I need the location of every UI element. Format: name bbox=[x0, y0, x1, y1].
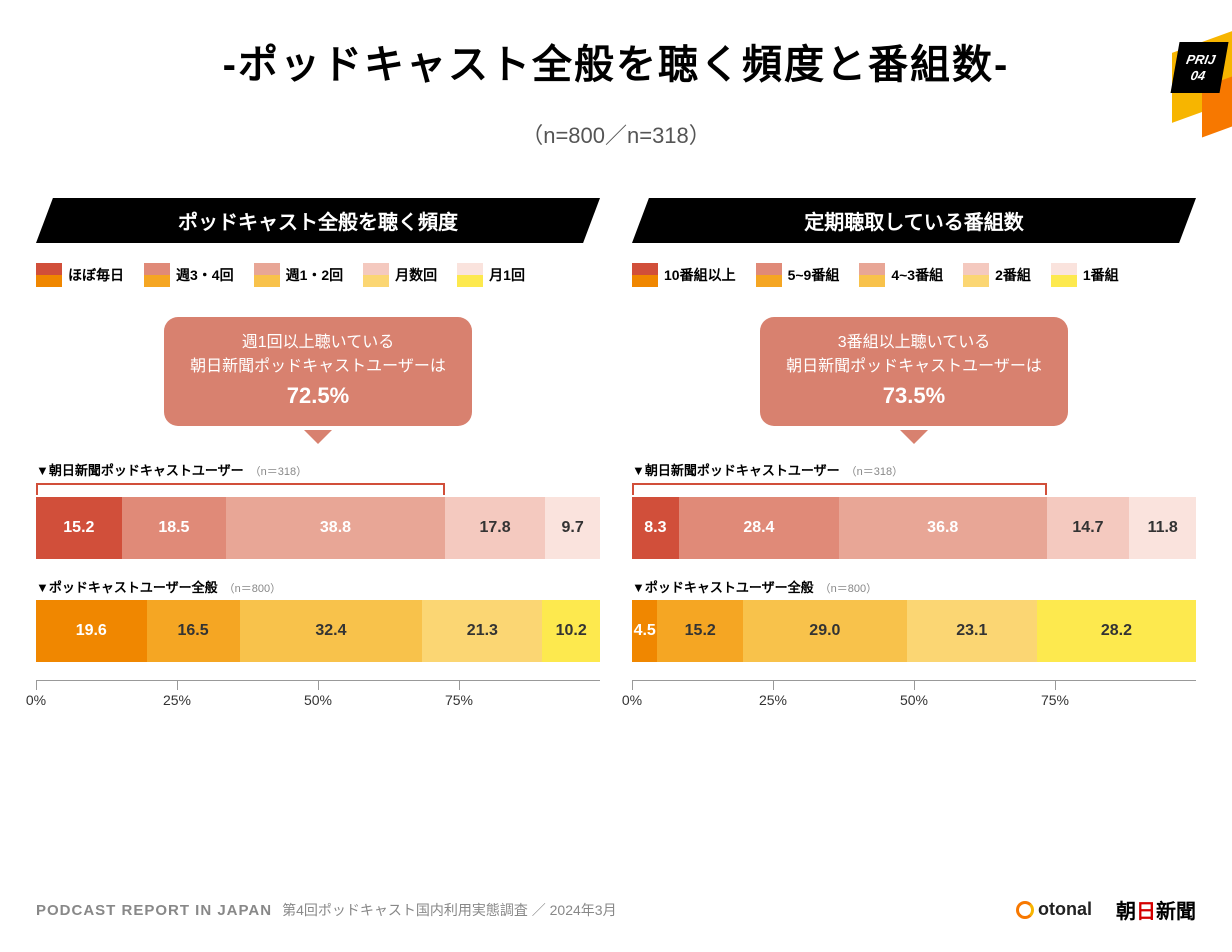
chart-left: ポッドキャスト全般を聴く頻度ほぼ毎日 週3・4回 週1・2回 月数回 月1回週1回以上聴… bbox=[36, 198, 600, 710]
bar-n: （n＝318） bbox=[250, 466, 307, 478]
bar-segment: 16.5 bbox=[147, 600, 240, 662]
subtitle: （n=800／n=318） bbox=[0, 118, 1232, 150]
legend-swatch bbox=[36, 263, 62, 287]
bar-label: ▼ポッドキャストユーザー全般（n＝800） bbox=[36, 577, 600, 596]
chart-right: 定期聴取している番組数 10番組以上 5~9番組 4~3番組 2番組 1番組 3番組以上聴い… bbox=[632, 198, 1196, 710]
bar-segment: 18.5 bbox=[122, 497, 226, 559]
legend-item: 4~3番組 bbox=[859, 263, 943, 287]
bar-segment: 15.2 bbox=[36, 497, 122, 559]
bar-segment: 36.8 bbox=[839, 497, 1047, 559]
legend-item: 10番組以上 bbox=[632, 263, 736, 287]
x-axis: 0%25%50%75% bbox=[632, 680, 1196, 710]
bar-n: （n＝318） bbox=[846, 466, 903, 478]
bar-segment: 4.5 bbox=[632, 600, 657, 662]
callout-line: 週1回以上聴いている bbox=[190, 331, 446, 355]
legend-swatch bbox=[363, 263, 389, 287]
callout-line: 朝日新聞ポッドキャストユーザーは bbox=[786, 355, 1042, 379]
callout-pct: 72.5% bbox=[190, 379, 446, 412]
bracket bbox=[36, 483, 445, 495]
bar-label: ▼朝日新聞ポッドキャストユーザー（n＝318） bbox=[36, 460, 600, 479]
bar-segment: 38.8 bbox=[226, 497, 445, 559]
legend-label: 2番組 bbox=[995, 265, 1031, 285]
callout-line: 朝日新聞ポッドキャストユーザーは bbox=[190, 355, 446, 379]
x-axis: 0%25%50%75% bbox=[36, 680, 600, 710]
legend-item: 週3・4回 bbox=[144, 263, 234, 287]
callout-bubble: 3番組以上聴いている 朝日新聞ポッドキャストユーザーは 73.5% bbox=[760, 317, 1068, 426]
bar-segment: 19.6 bbox=[36, 600, 147, 662]
legend-swatch bbox=[1051, 263, 1077, 287]
bar-segment: 8.3 bbox=[632, 497, 679, 559]
bar-segment: 15.2 bbox=[657, 600, 743, 662]
bar-segment: 28.4 bbox=[679, 497, 839, 559]
legend-label: ほぼ毎日 bbox=[68, 265, 124, 285]
bar-segment: 17.8 bbox=[445, 497, 545, 559]
stacked-bar: 8.328.436.814.711.8 bbox=[632, 497, 1196, 559]
bars-area: ▼朝日新聞ポッドキャストユーザー（n＝318） 8.328.436.814.711… bbox=[632, 460, 1196, 710]
section-header: ポッドキャスト全般を聴く頻度 bbox=[36, 198, 600, 243]
tick-label: 75% bbox=[445, 692, 473, 708]
tick-label: 25% bbox=[759, 692, 787, 708]
legend-item: 週1・2回 bbox=[254, 263, 344, 287]
footer-brand-en: PODCAST REPORT IN JAPAN bbox=[36, 902, 272, 919]
callout-line: 3番組以上聴いている bbox=[786, 331, 1042, 355]
bar-label: ▼朝日新聞ポッドキャストユーザー（n＝318） bbox=[632, 460, 1196, 479]
stacked-bar: 15.218.538.817.89.7 bbox=[36, 497, 600, 559]
legend-swatch bbox=[144, 263, 170, 287]
bar-segment: 29.0 bbox=[743, 600, 907, 662]
bar-segment: 32.4 bbox=[240, 600, 423, 662]
badge-line2: 04 bbox=[1190, 68, 1207, 83]
legend-swatch bbox=[254, 263, 280, 287]
legend-swatch bbox=[632, 263, 658, 287]
bar-segment: 11.8 bbox=[1129, 497, 1196, 559]
bar-n: （n＝800） bbox=[820, 583, 877, 595]
tick-label: 0% bbox=[26, 692, 46, 708]
bar-segment: 28.2 bbox=[1037, 600, 1196, 662]
legend-swatch bbox=[859, 263, 885, 287]
legend: ほぼ毎日 週3・4回 週1・2回 月数回 月1回 bbox=[36, 263, 600, 287]
legend-swatch bbox=[756, 263, 782, 287]
legend-item: ほぼ毎日 bbox=[36, 263, 124, 287]
tick-label: 0% bbox=[622, 692, 642, 708]
bar-segment: 21.3 bbox=[422, 600, 542, 662]
otonal-icon bbox=[1016, 901, 1034, 919]
legend-label: 週1・2回 bbox=[286, 265, 344, 285]
legend-label: 5~9番組 bbox=[788, 265, 840, 285]
badge-line1: PRIJ bbox=[1185, 52, 1217, 67]
legend: 10番組以上 5~9番組 4~3番組 2番組 1番組 bbox=[632, 263, 1196, 287]
legend-item: 1番組 bbox=[1051, 263, 1119, 287]
legend-label: 月数回 bbox=[395, 265, 437, 285]
bars-area: ▼朝日新聞ポッドキャストユーザー（n＝318） 15.218.538.817.89… bbox=[36, 460, 600, 710]
legend-swatch bbox=[963, 263, 989, 287]
tick-label: 50% bbox=[304, 692, 332, 708]
legend-label: 週3・4回 bbox=[176, 265, 234, 285]
tick-label: 25% bbox=[163, 692, 191, 708]
page-title: -ポッドキャスト全般を聴く頻度と番組数- bbox=[0, 32, 1232, 90]
bar-segment: 9.7 bbox=[545, 497, 600, 559]
bar-segment: 10.2 bbox=[542, 600, 600, 662]
footer-brand-jp: 第4回ポッドキャスト国内利用実態調査 ／ 2024年3月 bbox=[282, 900, 617, 920]
legend-label: 1番組 bbox=[1083, 265, 1119, 285]
legend-item: 5~9番組 bbox=[756, 263, 840, 287]
callout-bubble: 週1回以上聴いている 朝日新聞ポッドキャストユーザーは 72.5% bbox=[164, 317, 472, 426]
bar-segment: 23.1 bbox=[907, 600, 1037, 662]
legend-item: 2番組 bbox=[963, 263, 1031, 287]
legend-label: 10番組以上 bbox=[664, 265, 736, 285]
stacked-bar: 19.616.532.421.310.2 bbox=[36, 600, 600, 662]
legend-item: 月数回 bbox=[363, 263, 437, 287]
logo-otonal: otonal bbox=[1016, 899, 1092, 920]
legend-label: 4~3番組 bbox=[891, 265, 943, 285]
legend-label: 月1回 bbox=[489, 265, 525, 285]
bar-label: ▼ポッドキャストユーザー全般（n＝800） bbox=[632, 577, 1196, 596]
callout-pct: 73.5% bbox=[786, 379, 1042, 412]
section-header: 定期聴取している番組数 bbox=[632, 198, 1196, 243]
bar-segment: 14.7 bbox=[1047, 497, 1130, 559]
corner-badge: PRIJ 04 bbox=[1112, 32, 1232, 122]
legend-item: 月1回 bbox=[457, 263, 525, 287]
bracket bbox=[632, 483, 1047, 495]
legend-swatch bbox=[457, 263, 483, 287]
bar-n: （n＝800） bbox=[224, 583, 281, 595]
stacked-bar: 4.515.229.023.128.2 bbox=[632, 600, 1196, 662]
tick-label: 50% bbox=[900, 692, 928, 708]
tick-label: 75% bbox=[1041, 692, 1069, 708]
